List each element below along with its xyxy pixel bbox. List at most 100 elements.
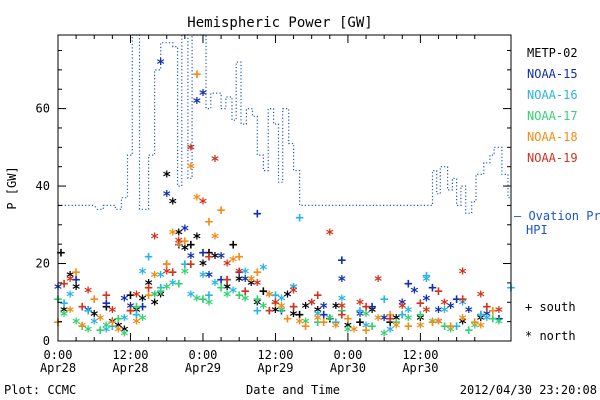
noaa-19-north-point: * xyxy=(355,295,364,313)
metp-02-north-point: * xyxy=(120,322,129,340)
metp-02-north-point: * xyxy=(180,241,189,259)
noaa-17-north-point: * xyxy=(180,264,189,282)
metp-02-north-point: * xyxy=(90,307,99,325)
noaa-15-north-point: * xyxy=(84,303,93,321)
noaa-19-south-point: + xyxy=(362,299,370,315)
legend-noaa-18: NOAA-18 xyxy=(527,130,578,144)
metp-02-south-point: + xyxy=(163,257,171,273)
noaa-15-south-point: + xyxy=(368,299,376,315)
noaa-19-south-point: + xyxy=(205,249,213,265)
legend: METP-02 NOAA-15 NOAA-16 NOAA-17 NOAA-18 NOAA-… xyxy=(514,46,600,343)
metp-02-north-point: * xyxy=(343,319,352,337)
noaa-18-north-point: * xyxy=(295,315,304,333)
metp-02-north-point: * xyxy=(72,280,81,298)
metp-02-south-point: + xyxy=(326,311,334,327)
noaa-15-north-point: * xyxy=(180,222,189,240)
noaa-18-south-point: + xyxy=(72,264,80,280)
noaa-18-south-point: + xyxy=(404,319,412,335)
noaa-15-north-point: * xyxy=(241,272,250,290)
noaa-15-north-point: * xyxy=(446,299,455,317)
noaa-17-south-point: + xyxy=(114,311,122,327)
noaa-17-south-point: + xyxy=(199,291,207,307)
noaa-16-north-point: * xyxy=(186,288,195,306)
legend-noaa-17: NOAA-17 xyxy=(527,109,578,123)
noaa-19-north-point: * xyxy=(307,295,316,313)
metp-02-north-point: * xyxy=(253,295,262,313)
x-tick-label-date: Apr28 xyxy=(112,361,148,375)
noaa-18-north-point: * xyxy=(192,191,201,209)
metp-02-north-point: * xyxy=(458,315,467,333)
noaa-19-north-point: * xyxy=(440,295,449,313)
noaa-17-north-point: * xyxy=(84,322,93,340)
metp-02-north-point: * xyxy=(235,272,244,290)
noaa-16-south-point: + xyxy=(422,268,430,284)
noaa-18-south-point: + xyxy=(217,202,225,218)
y-axis-label: P [GW] xyxy=(5,166,19,209)
noaa-18-south-point: + xyxy=(362,322,370,338)
noaa-17-south-point: + xyxy=(175,276,183,292)
noaa-19-north-point: * xyxy=(374,272,383,290)
noaa-15-south-point: + xyxy=(217,272,225,288)
noaa-16-south-point: + xyxy=(144,249,152,265)
noaa-19-south-point: + xyxy=(144,280,152,296)
noaa-15-north-point: * xyxy=(265,288,274,306)
noaa-18-north-point: * xyxy=(434,315,443,333)
metp-02-north-point: * xyxy=(283,288,292,306)
noaa-18-north-point: * xyxy=(265,288,274,306)
noaa-16-south-point: + xyxy=(84,303,92,319)
plot-frame xyxy=(57,34,512,342)
metp-02-north-point: * xyxy=(132,303,141,321)
metp-02-north-point: * xyxy=(434,315,443,333)
x-axis-label: Date and Time xyxy=(246,383,340,397)
noaa-16-north-point: * xyxy=(138,264,147,282)
noaa-18-north-point: * xyxy=(78,319,87,337)
noaa-18-north-point: * xyxy=(247,272,256,290)
noaa-16-south-point: + xyxy=(132,307,140,323)
noaa-18-south-point: + xyxy=(193,67,201,83)
noaa-16-north-point: * xyxy=(440,303,449,321)
noaa-17-north-point: * xyxy=(120,326,129,344)
noaa-19-south-point: + xyxy=(102,288,110,304)
noaa-15-north-point: * xyxy=(355,307,364,325)
noaa-15-south-point: + xyxy=(277,303,285,319)
noaa-17-south-point: + xyxy=(465,322,473,338)
noaa-16-north-point: * xyxy=(386,322,395,340)
noaa-17-south-point: + xyxy=(96,322,104,338)
metp-02-south-point: + xyxy=(126,288,134,304)
noaa-16-south-point: + xyxy=(60,295,68,311)
noaa-15-south-point: + xyxy=(320,307,328,323)
noaa-19-north-point: * xyxy=(476,288,485,306)
noaa-18-south-point: + xyxy=(181,233,189,249)
noaa-18-south-point: + xyxy=(446,319,454,335)
noaa-19-north-point: * xyxy=(235,264,244,282)
noaa-15-south-point: + xyxy=(452,291,460,307)
noaa-15-north-point: * xyxy=(410,284,419,302)
metp-02-north-point: * xyxy=(174,226,183,244)
noaa-15-north-point: * xyxy=(319,299,328,317)
noaa-18-south-point: + xyxy=(320,315,328,331)
noaa-17-north-point: * xyxy=(362,307,371,325)
metp-02-south-point: + xyxy=(295,307,303,323)
noaa-19-north-point: * xyxy=(422,303,431,321)
metp-02-south-point: + xyxy=(356,315,364,331)
legend-ovation-line1: — Ovation Prime xyxy=(514,209,600,223)
noaa-19-north-point: * xyxy=(211,152,220,170)
x-tick-label-time: 0:00 xyxy=(189,348,218,362)
metp-02-south-point: + xyxy=(229,237,237,253)
noaa-18-south-point: + xyxy=(253,264,261,280)
metp-02-south-point: + xyxy=(57,245,65,261)
noaa-15-south-point: + xyxy=(175,237,183,253)
noaa-19-north-point: * xyxy=(289,284,298,302)
noaa-16-north-point: * xyxy=(313,307,322,325)
metp-02-south-point: + xyxy=(187,237,195,253)
noaa-15-north-point: * xyxy=(217,249,226,267)
noaa-16-south-point: + xyxy=(181,257,189,273)
noaa-17-south-point: + xyxy=(392,315,400,331)
noaa-15-north-point: * xyxy=(150,288,159,306)
metp-02-north-point: * xyxy=(331,299,340,317)
noaa-18-south-point: + xyxy=(344,311,352,327)
noaa-17-north-point: * xyxy=(277,303,286,321)
x-tick-label-time: 0:00 xyxy=(44,348,73,362)
noaa-18-north-point: * xyxy=(66,303,75,321)
